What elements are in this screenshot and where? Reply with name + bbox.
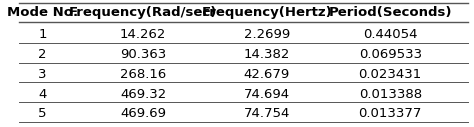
Text: 4: 4 (38, 88, 46, 101)
Text: 0.069533: 0.069533 (359, 48, 422, 61)
Text: 0.023431: 0.023431 (359, 68, 422, 81)
Text: Frequency(Rad/sec): Frequency(Rad/sec) (69, 6, 217, 19)
Text: Period(Seconds): Period(Seconds) (328, 6, 452, 19)
Text: 74.754: 74.754 (244, 107, 290, 120)
Text: 0.44054: 0.44054 (363, 28, 418, 41)
Text: 90.363: 90.363 (120, 48, 166, 61)
Text: 2: 2 (38, 48, 46, 61)
Text: 42.679: 42.679 (244, 68, 290, 81)
Text: 469.32: 469.32 (120, 88, 166, 101)
Text: 1: 1 (38, 28, 46, 41)
Text: 2.2699: 2.2699 (244, 28, 290, 41)
Text: 469.69: 469.69 (120, 107, 166, 120)
Text: 268.16: 268.16 (120, 68, 166, 81)
Text: 74.694: 74.694 (244, 88, 290, 101)
Text: 0.013377: 0.013377 (358, 107, 422, 120)
Text: Mode No.: Mode No. (7, 6, 78, 19)
Text: 0.013388: 0.013388 (359, 88, 422, 101)
Text: 14.262: 14.262 (120, 28, 166, 41)
Text: Frequency(Hertz): Frequency(Hertz) (201, 6, 332, 19)
Text: 14.382: 14.382 (244, 48, 290, 61)
Text: 5: 5 (38, 107, 46, 120)
Text: 3: 3 (38, 68, 46, 81)
